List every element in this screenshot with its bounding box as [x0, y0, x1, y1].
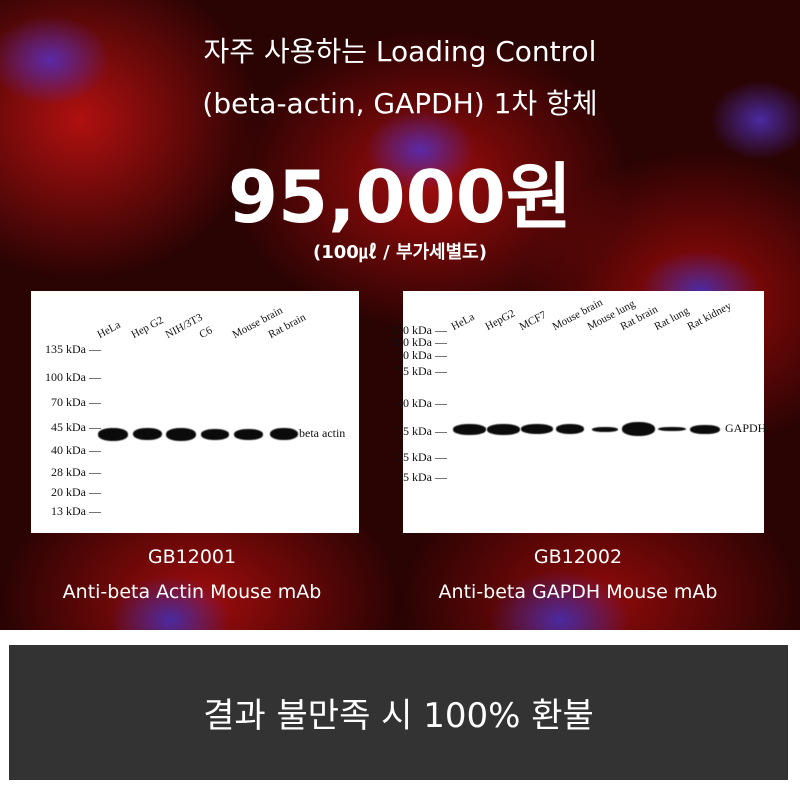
marker-label: 70 kDa —: [397, 348, 447, 362]
protein-band: [452, 423, 486, 435]
lane-label: NIH/3T3: [163, 311, 205, 341]
lane-label: MCF7: [517, 308, 549, 333]
headline-line1: 자주 사용하는 Loading Control: [203, 35, 597, 68]
protein-band: [621, 422, 655, 436]
lane-label: HeLa: [449, 310, 477, 333]
protein-band: [270, 428, 298, 440]
price: 95,000원: [227, 155, 573, 239]
marker-label: 100 kDa —: [391, 335, 447, 349]
marker-label: 40 kDa —: [397, 396, 447, 410]
marker-label: 20 kDa —: [51, 485, 101, 499]
protein-band: [166, 427, 196, 441]
marker-label: 55 kDa —: [397, 364, 447, 378]
headline-line2: (beta-actin, GAPDH) 1차 항체: [202, 87, 598, 120]
gapdh-western-blot: 130 kDa —100 kDa —70 kDa — 55 kDa — 40 kDa…: [391, 291, 767, 533]
product-name-1: Anti-beta Actin Mouse mAb: [62, 581, 322, 603]
price-note: (100㎕ / 부가세별도): [313, 242, 487, 263]
lane-label: HepG2: [483, 307, 518, 333]
protein-band: [201, 428, 229, 440]
marker-label: 35 kDa —: [397, 424, 447, 438]
marker-label: 40 kDa —: [51, 443, 101, 457]
product-name-2: Anti-beta GAPDH Mouse mAb: [438, 581, 718, 603]
marker-label: 45 kDa —: [51, 420, 101, 434]
beta-actin-western-blot: 135 kDa — 100 kDa — 70 kDa — 45 kDa — 40 kDa…: [31, 291, 359, 533]
lane-label: HeLa: [95, 318, 123, 341]
band-label: beta actin: [299, 426, 346, 440]
marker-label: 100 kDa —: [45, 370, 101, 384]
marker-label: 135 kDa —: [45, 342, 101, 356]
lane-label: C6: [197, 324, 215, 341]
band-label: GAPDH: [725, 421, 767, 435]
marker-label: 15 kDa —: [397, 470, 447, 484]
product-code-2: GB12002: [533, 546, 623, 568]
marker-label: 13 kDa —: [51, 504, 101, 518]
marker-label: 130 kDa —: [391, 323, 447, 337]
lane-label: Hep G2: [129, 314, 166, 341]
protein-band: [658, 427, 686, 431]
product-code-1: GB12001: [147, 546, 237, 568]
protein-band: [132, 428, 162, 440]
marker-label: 70 kDa —: [51, 395, 101, 409]
protein-band: [556, 424, 584, 434]
protein-band: [486, 423, 520, 435]
lane-label: Rat kidney: [685, 299, 734, 333]
protein-band: [98, 427, 128, 441]
protein-band: [233, 428, 263, 440]
refund-guarantee-banner: 결과 불만족 시 100% 환불: [9, 645, 788, 780]
marker-label: 25 kDa —: [397, 450, 447, 464]
marker-label: 28 kDa —: [51, 465, 101, 479]
protein-band: [592, 426, 618, 432]
protein-band: [690, 424, 720, 434]
protein-band: [521, 424, 553, 434]
